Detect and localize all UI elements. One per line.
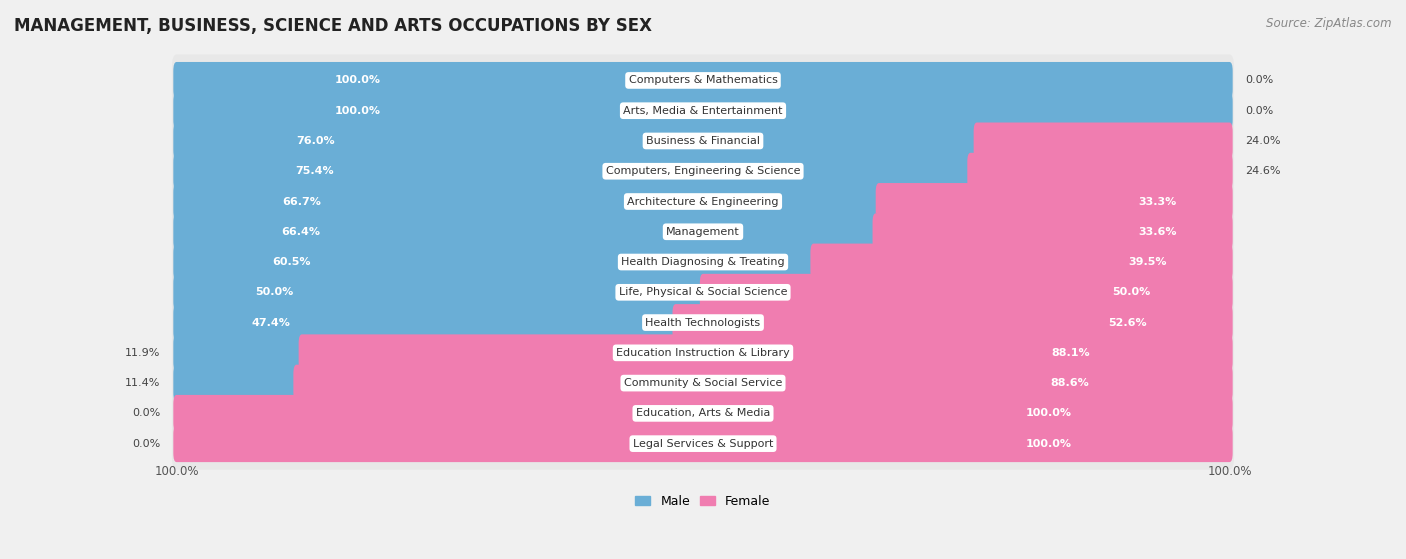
- FancyBboxPatch shape: [173, 92, 1233, 129]
- FancyBboxPatch shape: [173, 122, 980, 159]
- Text: Arts, Media & Entertainment: Arts, Media & Entertainment: [623, 106, 783, 116]
- Text: 24.0%: 24.0%: [1246, 136, 1281, 146]
- Text: 24.6%: 24.6%: [1246, 166, 1281, 176]
- Text: 50.0%: 50.0%: [1112, 287, 1150, 297]
- Text: 100.0%: 100.0%: [155, 466, 198, 479]
- Text: 66.4%: 66.4%: [281, 227, 321, 237]
- FancyBboxPatch shape: [967, 153, 1233, 190]
- Text: 60.5%: 60.5%: [271, 257, 311, 267]
- FancyBboxPatch shape: [876, 183, 1233, 220]
- Text: 100.0%: 100.0%: [335, 75, 381, 86]
- Text: 47.4%: 47.4%: [252, 318, 290, 328]
- FancyBboxPatch shape: [173, 364, 299, 401]
- FancyBboxPatch shape: [700, 274, 1233, 311]
- FancyBboxPatch shape: [172, 145, 1234, 197]
- Text: 0.0%: 0.0%: [132, 409, 160, 418]
- FancyBboxPatch shape: [173, 153, 973, 190]
- Text: 0.0%: 0.0%: [1246, 75, 1274, 86]
- FancyBboxPatch shape: [172, 84, 1234, 137]
- Text: 33.6%: 33.6%: [1137, 227, 1177, 237]
- FancyBboxPatch shape: [173, 244, 817, 281]
- Text: Life, Physical & Social Science: Life, Physical & Social Science: [619, 287, 787, 297]
- Text: 0.0%: 0.0%: [1246, 106, 1274, 116]
- Text: Computers, Engineering & Science: Computers, Engineering & Science: [606, 166, 800, 176]
- FancyBboxPatch shape: [873, 214, 1233, 250]
- Text: Business & Financial: Business & Financial: [645, 136, 761, 146]
- FancyBboxPatch shape: [173, 304, 679, 341]
- Text: 100.0%: 100.0%: [1025, 409, 1071, 418]
- Text: 33.3%: 33.3%: [1139, 197, 1177, 206]
- Text: Management: Management: [666, 227, 740, 237]
- Text: 11.4%: 11.4%: [125, 378, 160, 388]
- FancyBboxPatch shape: [973, 122, 1233, 159]
- FancyBboxPatch shape: [173, 425, 1233, 462]
- Text: Community & Social Service: Community & Social Service: [624, 378, 782, 388]
- FancyBboxPatch shape: [173, 183, 882, 220]
- FancyBboxPatch shape: [172, 296, 1234, 349]
- Text: 39.5%: 39.5%: [1129, 257, 1167, 267]
- FancyBboxPatch shape: [294, 364, 1233, 401]
- Text: 50.0%: 50.0%: [256, 287, 294, 297]
- FancyBboxPatch shape: [173, 214, 879, 250]
- FancyBboxPatch shape: [172, 115, 1234, 167]
- FancyBboxPatch shape: [173, 62, 1233, 99]
- Text: Health Diagnosing & Treating: Health Diagnosing & Treating: [621, 257, 785, 267]
- Text: 11.9%: 11.9%: [125, 348, 160, 358]
- Text: 76.0%: 76.0%: [297, 136, 335, 146]
- Text: 88.6%: 88.6%: [1050, 378, 1090, 388]
- Text: 100.0%: 100.0%: [335, 106, 381, 116]
- FancyBboxPatch shape: [172, 176, 1234, 228]
- FancyBboxPatch shape: [172, 418, 1234, 470]
- Text: Education, Arts & Media: Education, Arts & Media: [636, 409, 770, 418]
- FancyBboxPatch shape: [810, 244, 1233, 281]
- FancyBboxPatch shape: [172, 54, 1234, 106]
- Text: 66.7%: 66.7%: [281, 197, 321, 206]
- FancyBboxPatch shape: [172, 266, 1234, 318]
- Text: Legal Services & Support: Legal Services & Support: [633, 439, 773, 449]
- FancyBboxPatch shape: [172, 206, 1234, 258]
- Text: MANAGEMENT, BUSINESS, SCIENCE AND ARTS OCCUPATIONS BY SEX: MANAGEMENT, BUSINESS, SCIENCE AND ARTS O…: [14, 17, 652, 35]
- Text: 0.0%: 0.0%: [132, 439, 160, 449]
- FancyBboxPatch shape: [172, 387, 1234, 439]
- Text: 75.4%: 75.4%: [295, 166, 335, 176]
- FancyBboxPatch shape: [172, 236, 1234, 288]
- Text: Education Instruction & Library: Education Instruction & Library: [616, 348, 790, 358]
- FancyBboxPatch shape: [672, 304, 1233, 341]
- Text: 52.6%: 52.6%: [1108, 318, 1146, 328]
- Text: Architecture & Engineering: Architecture & Engineering: [627, 197, 779, 206]
- FancyBboxPatch shape: [173, 334, 305, 371]
- FancyBboxPatch shape: [298, 334, 1233, 371]
- FancyBboxPatch shape: [173, 395, 1233, 432]
- Text: 100.0%: 100.0%: [1208, 466, 1251, 479]
- Text: Health Technologists: Health Technologists: [645, 318, 761, 328]
- FancyBboxPatch shape: [172, 327, 1234, 379]
- Text: Computers & Mathematics: Computers & Mathematics: [628, 75, 778, 86]
- Legend: Male, Female: Male, Female: [630, 490, 776, 513]
- Text: 88.1%: 88.1%: [1052, 348, 1091, 358]
- FancyBboxPatch shape: [173, 274, 706, 311]
- FancyBboxPatch shape: [172, 357, 1234, 409]
- Text: 100.0%: 100.0%: [1025, 439, 1071, 449]
- Text: Source: ZipAtlas.com: Source: ZipAtlas.com: [1267, 17, 1392, 30]
